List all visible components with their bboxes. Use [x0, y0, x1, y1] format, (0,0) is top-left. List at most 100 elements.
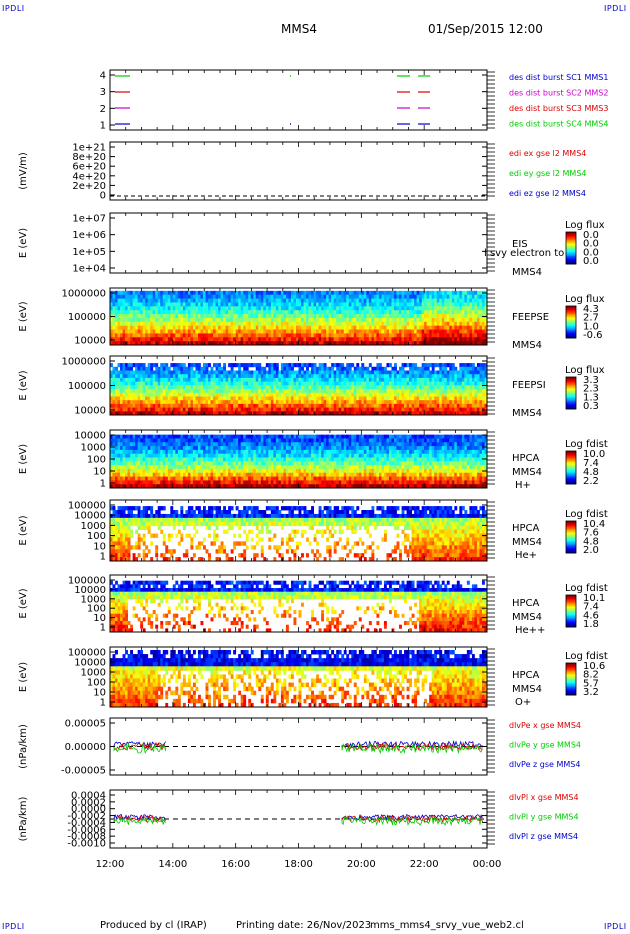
spectrogram-cell [248, 363, 252, 368]
spectrogram-cell [311, 290, 314, 296]
spectrogram-cell [137, 294, 141, 299]
spectrogram-cell [255, 333, 259, 338]
spectrogram-cell [182, 321, 186, 327]
spectrogram-cell [223, 407, 227, 412]
spectrogram-cell [323, 333, 327, 338]
spectrogram-cell [469, 403, 473, 408]
spectrogram-cell [192, 374, 196, 379]
spectrogram-cell [449, 321, 453, 327]
spectrogram-cell [414, 333, 418, 338]
spectrogram-cell [248, 411, 252, 416]
spectrogram-cell [215, 333, 219, 338]
spectrogram-cell [323, 396, 327, 401]
spectrogram-cell [150, 310, 154, 315]
spectrogram-cell [110, 389, 113, 394]
spectrogram-cell [125, 449, 128, 455]
spectrogram-cell [341, 306, 345, 311]
spectrogram-cell [416, 389, 420, 394]
spectrogram-cell [265, 396, 269, 401]
spectrogram-cell [434, 389, 438, 394]
spectrogram-cell [343, 306, 347, 311]
spectrogram-cell [394, 396, 397, 401]
spectrogram-cell [449, 403, 453, 408]
spectrogram-cell [273, 370, 277, 375]
spectrogram-cell [318, 389, 322, 394]
spectrogram-cell [328, 317, 332, 323]
spectrogram-cell [215, 366, 219, 371]
spectrogram-cell [285, 400, 289, 405]
spectrogram-cell [250, 321, 254, 327]
spectrogram-cell [376, 389, 380, 394]
spectrogram-cell [474, 385, 478, 390]
spectrogram-cell [270, 290, 274, 296]
spectrogram-cell [233, 306, 237, 311]
spectrogram-cell [401, 366, 405, 371]
spectrogram-cell [363, 411, 367, 416]
spectrogram-cell [411, 407, 415, 412]
spectrogram-cell [459, 325, 463, 330]
spectrogram-cell [378, 314, 382, 319]
spectrogram-cell [366, 294, 370, 299]
spectrogram-cell [336, 363, 340, 368]
spectrogram-cell [147, 325, 151, 330]
spectrogram-cell [396, 337, 400, 342]
spectrogram-cell [429, 411, 433, 416]
spectrogram-cell [471, 310, 475, 315]
spectrogram-cell [333, 341, 337, 346]
spectrogram-cell [328, 366, 332, 371]
spectrogram-cell [311, 389, 314, 394]
spectrogram-cell [223, 400, 227, 405]
spectrogram-cell [484, 377, 488, 383]
spectrogram-cell [160, 370, 164, 375]
spectrogram-cell [167, 480, 171, 485]
spectrogram-cell [150, 438, 154, 443]
spectrogram-cell [404, 389, 407, 394]
spectrogram-cell [326, 411, 330, 416]
spectrogram-cell [383, 385, 387, 390]
spectrogram-cell [293, 310, 297, 315]
spectrogram-cell [258, 366, 262, 371]
spectrogram-cell [180, 411, 184, 416]
spectrogram-cell [152, 480, 156, 485]
spectrogram-cell [293, 403, 297, 408]
spectrogram-cell [466, 385, 470, 390]
spectrogram-cell [223, 294, 227, 299]
spectrogram-cell [208, 337, 211, 342]
spectrogram-cell [263, 381, 267, 386]
spectrogram-cell [202, 363, 206, 368]
spectrogram-cell [333, 325, 337, 330]
spectrogram-cell [376, 366, 380, 371]
spectrogram-cell [125, 341, 128, 346]
spectrogram-cell [338, 374, 342, 379]
spectrogram-cell [110, 438, 113, 443]
spectrogram-cell [373, 325, 377, 330]
spectrogram-cell [162, 298, 166, 303]
spectrogram-cell [275, 381, 279, 386]
spectrogram-cell [361, 411, 365, 416]
spectrogram-cell [190, 381, 194, 386]
spectrogram-cell [250, 317, 254, 323]
colorbar-segment [566, 238, 576, 241]
spectrogram-cell [150, 381, 154, 386]
spectrogram-cell [363, 306, 367, 311]
spectrogram-cell [170, 400, 174, 405]
spectrogram-cell [142, 325, 146, 330]
spectrogram-cell [260, 325, 264, 330]
spectrogram-cell [283, 370, 287, 375]
spectrogram-cell [348, 298, 352, 303]
spectrogram-cell [431, 366, 435, 371]
spectrogram-cell [170, 321, 174, 327]
spectrogram-cell [273, 302, 277, 307]
spectrogram-cell [293, 341, 297, 346]
spectrogram-cell [409, 321, 412, 327]
spectrogram-cell [323, 363, 327, 368]
spectrogram-cell [248, 337, 252, 342]
spectrogram-cell [263, 314, 267, 319]
spectrogram-cell [484, 370, 488, 375]
spectrogram-cell [132, 411, 136, 416]
spectrogram-cell [298, 370, 302, 375]
spectrogram-cell [265, 321, 269, 327]
spectrogram-cell [125, 298, 128, 303]
spectrogram-cell [127, 366, 131, 371]
